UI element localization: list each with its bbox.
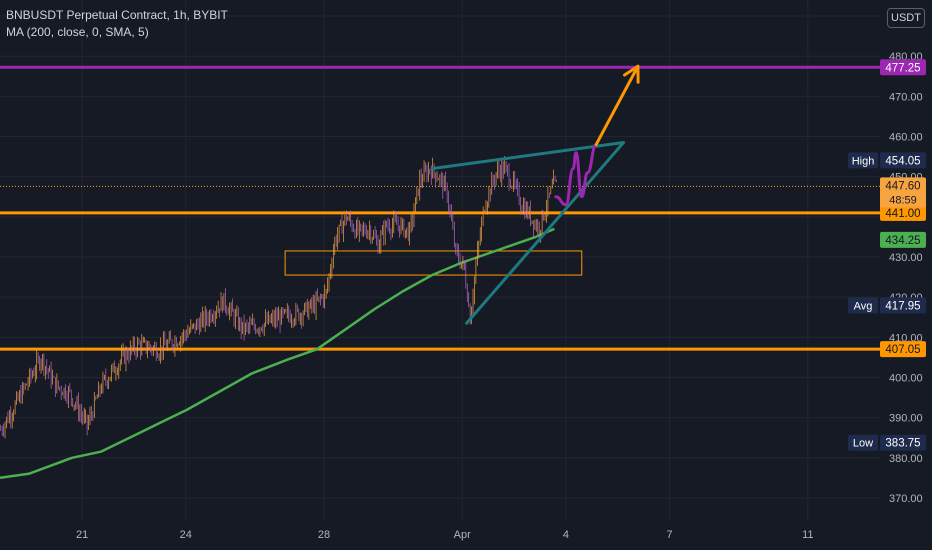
currency-button[interactable]: USDT <box>887 8 925 28</box>
ma-line <box>0 227 555 480</box>
chart-legend: BNBUSDT Perpetual Contract, 1h, BYBIT MA… <box>6 7 228 41</box>
price-tick-label: 400.00 <box>889 372 923 384</box>
candles <box>0 156 557 439</box>
price-label-value: 407.05 <box>885 344 920 356</box>
price-label-value: 447.60 <box>885 180 920 192</box>
time-tick-label: 21 <box>76 529 88 541</box>
price-label-value: 417.95 <box>885 300 920 312</box>
time-tick-label: 11 <box>802 529 813 541</box>
price-label-value: 383.75 <box>885 438 920 450</box>
time-tick-label: Apr <box>454 529 471 541</box>
price-label-countdown: 48:59 <box>889 194 917 206</box>
price-tick-label: 470.00 <box>889 91 923 103</box>
price-label-value: 454.05 <box>885 155 920 167</box>
price-label-value: 477.25 <box>885 62 920 74</box>
time-tick-label: 4 <box>563 529 569 541</box>
price-tag-text: Low <box>853 438 873 450</box>
price-axis[interactable]: 370.00380.00390.00400.00410.00420.00430.… <box>880 0 932 550</box>
time-tick-label: 7 <box>667 529 673 541</box>
projection-wave <box>554 143 598 207</box>
time-tick-label: 24 <box>180 529 192 541</box>
price-tick-label: 460.00 <box>889 132 923 144</box>
horizontal-levels <box>0 65 880 351</box>
symbol-title[interactable]: BNBUSDT Perpetual Contract, 1h, BYBIT <box>6 8 228 22</box>
indicator-title[interactable]: MA (200, close, 0, SMA, 5) <box>6 25 149 39</box>
grid <box>0 0 880 520</box>
price-label-bg <box>880 231 926 248</box>
price-tick-label: 390.00 <box>889 413 923 425</box>
consolidation-box <box>284 250 583 276</box>
price-axis-bg <box>880 0 932 550</box>
price-labels: 477.25 441.00 407.05 454.05 High 447.60 48:59 4… <box>848 59 926 451</box>
consolidation-rect <box>284 250 583 276</box>
price-label-bg <box>880 297 926 314</box>
wedge-line <box>465 141 626 325</box>
price-label-bg <box>880 59 926 76</box>
projection-arrow-head <box>623 64 640 84</box>
price-label-bg <box>880 341 926 358</box>
price-label-value: 434.25 <box>885 235 920 247</box>
time-axis[interactable]: 21 24 28 Apr 4 7 11 <box>0 520 932 550</box>
price-tick-label: 370.00 <box>889 493 923 505</box>
price-tick-label: 430.00 <box>889 252 923 264</box>
price-label-value: 441.00 <box>885 208 920 220</box>
price-label-bg <box>880 204 926 221</box>
price-label-bg <box>880 434 926 451</box>
price-tag-bg <box>848 152 878 169</box>
wedge-line <box>430 141 626 171</box>
price-tag-bg <box>848 434 878 451</box>
price-label-bg <box>880 177 926 208</box>
price-tag-bg <box>848 297 878 314</box>
price-tick-label: 380.00 <box>889 453 923 465</box>
moving-average <box>0 227 555 480</box>
projection-arrow <box>594 64 640 147</box>
time-axis-bg <box>0 520 932 550</box>
drawings <box>430 64 640 325</box>
time-tick-label: 28 <box>318 529 330 541</box>
price-tag-text: Avg <box>854 300 873 312</box>
price-label-bg <box>880 152 926 169</box>
price-tag-text: High <box>852 155 875 167</box>
